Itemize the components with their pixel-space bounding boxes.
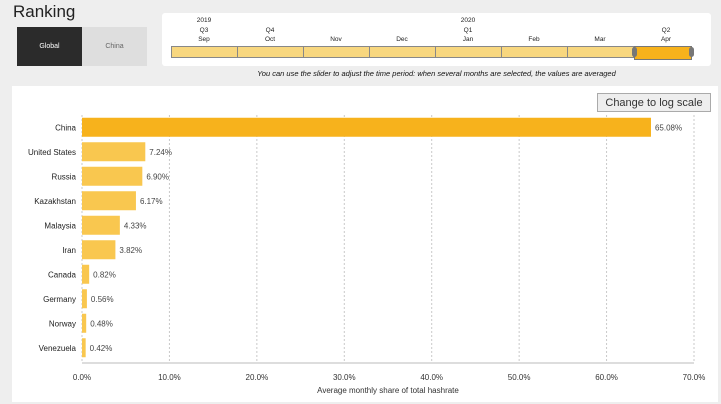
- month-label-dec: Dec: [396, 36, 408, 43]
- x-axis-label: Average monthly share of total hashrate: [317, 386, 459, 395]
- x-tick-label: 30.0%: [333, 373, 356, 382]
- x-tick-label: 70.0%: [683, 373, 706, 382]
- category-label: Iran: [62, 246, 76, 255]
- month-divider: [567, 47, 568, 57]
- month-divider: [237, 47, 238, 57]
- category-label: Venezuela: [39, 344, 77, 353]
- slider-hint: You can use the slider to adjust the tim…: [257, 69, 616, 78]
- value-label: 7.24%: [149, 148, 172, 157]
- chart-panel: [12, 86, 718, 402]
- month-label-nov: Nov: [330, 36, 342, 43]
- bar: [82, 166, 143, 186]
- bar: [82, 313, 87, 333]
- month-divider: [501, 47, 502, 57]
- slider-handle-left[interactable]: [632, 47, 637, 57]
- slider-track[interactable]: [171, 46, 694, 60]
- category-label: Norway: [49, 319, 76, 328]
- bar: [82, 117, 651, 137]
- value-label: 0.82%: [93, 270, 116, 279]
- year-label-2019: 2019: [196, 17, 212, 24]
- category-label: Canada: [48, 270, 77, 279]
- bar: [82, 215, 120, 235]
- value-label: 0.56%: [91, 295, 114, 304]
- category-label: Malaysia: [44, 221, 76, 230]
- category-label: United States: [28, 148, 76, 157]
- month-divider: [369, 47, 370, 57]
- tab-global[interactable]: Global: [17, 27, 82, 66]
- month-divider: [435, 47, 436, 57]
- x-tick-label: 0.0%: [73, 373, 91, 382]
- quarter-label-q1: Q1: [463, 27, 473, 34]
- x-tick-label: 20.0%: [246, 373, 269, 382]
- x-tick-label: 60.0%: [595, 373, 618, 382]
- month-label-jan: Jan: [462, 36, 474, 43]
- month-label-feb: Feb: [528, 36, 540, 43]
- quarter-label-q2: Q2: [661, 27, 671, 34]
- slider-handle-right[interactable]: [689, 47, 694, 57]
- month-label-mar: Mar: [594, 36, 606, 43]
- log-scale-button[interactable]: Change to log scale: [597, 93, 711, 112]
- value-label: 0.42%: [90, 344, 113, 353]
- bar: [82, 191, 136, 211]
- value-label: 6.17%: [140, 197, 163, 206]
- value-label: 0.48%: [90, 319, 113, 328]
- bar: [82, 142, 146, 162]
- slider-selected-range[interactable]: [632, 46, 694, 60]
- x-tick-label: 50.0%: [508, 373, 531, 382]
- category-label: China: [55, 123, 76, 132]
- quarter-label-q3: Q3: [199, 27, 209, 34]
- month-label-apr: Apr: [660, 36, 672, 43]
- bar: [82, 289, 87, 309]
- quarter-label-q4: Q4: [265, 27, 275, 34]
- value-label: 4.33%: [124, 221, 147, 230]
- bar: [82, 338, 86, 358]
- page-title: Ranking: [13, 2, 76, 21]
- x-tick-label: 10.0%: [158, 373, 181, 382]
- month-divider: [303, 47, 304, 57]
- value-label: 65.08%: [655, 123, 682, 132]
- category-label: Kazakhstan: [34, 197, 76, 206]
- tab-china[interactable]: China: [82, 27, 147, 66]
- value-label: 3.82%: [119, 246, 142, 255]
- time-slider-panel: 2019 2020 Q3 Q4 Q1 Q2 Sep Oct Nov Dec Ja…: [162, 13, 711, 66]
- month-label-sep: Sep: [198, 36, 210, 43]
- bar: [82, 264, 90, 284]
- category-label: Russia: [52, 172, 77, 181]
- value-label: 6.90%: [146, 172, 169, 181]
- bar: [82, 240, 116, 260]
- month-label-oct: Oct: [264, 36, 276, 43]
- year-label-2020: 2020: [460, 17, 476, 24]
- x-tick-label: 40.0%: [420, 373, 443, 382]
- category-label: Germany: [43, 295, 76, 304]
